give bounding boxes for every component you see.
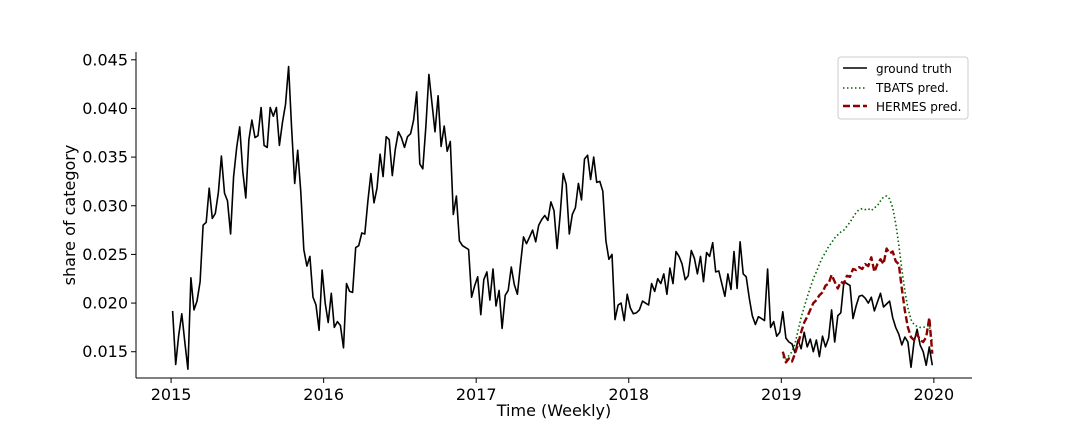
y-axis-ticks: 0.015 0.020 0.025 0.030 0.035 0.040 0.045 — [82, 50, 136, 361]
series-line-tbats-pred — [782, 195, 934, 361]
y-axis-title: share of category — [60, 145, 79, 286]
x-tick-label: 2017 — [456, 385, 497, 404]
x-tick-label: 2016 — [303, 385, 344, 404]
series-line-ground-truth — [171, 65, 934, 370]
y-tick-label: 0.025 — [82, 245, 128, 264]
x-axis-title: Time (Weekly) — [496, 401, 611, 420]
y-tick-label: 0.020 — [82, 294, 128, 313]
y-tick-label: 0.040 — [82, 99, 128, 118]
plot-area — [171, 65, 934, 370]
y-tick-label: 0.045 — [82, 50, 128, 69]
x-tick-label: 2019 — [761, 385, 802, 404]
y-tick-label: 0.035 — [82, 148, 128, 167]
y-tick-label: 0.015 — [82, 342, 128, 361]
legend: ground truth TBATS pred. HERMES pred. — [837, 56, 969, 120]
y-tick-label: 0.030 — [82, 196, 128, 215]
axes — [135, 52, 972, 379]
x-axis-ticks: 2015 2016 2017 2018 2019 2020 — [151, 378, 954, 404]
legend-label-hermes: HERMES pred. — [876, 100, 961, 114]
legend-label-ground-truth: ground truth — [876, 62, 952, 76]
x-tick-label: 2020 — [914, 385, 955, 404]
legend-label-tbats: TBATS pred. — [875, 81, 949, 95]
series-line-hermes-pred — [781, 247, 934, 364]
x-tick-label: 2018 — [608, 385, 649, 404]
legend-box — [837, 56, 969, 120]
x-tick-label: 2015 — [151, 385, 192, 404]
